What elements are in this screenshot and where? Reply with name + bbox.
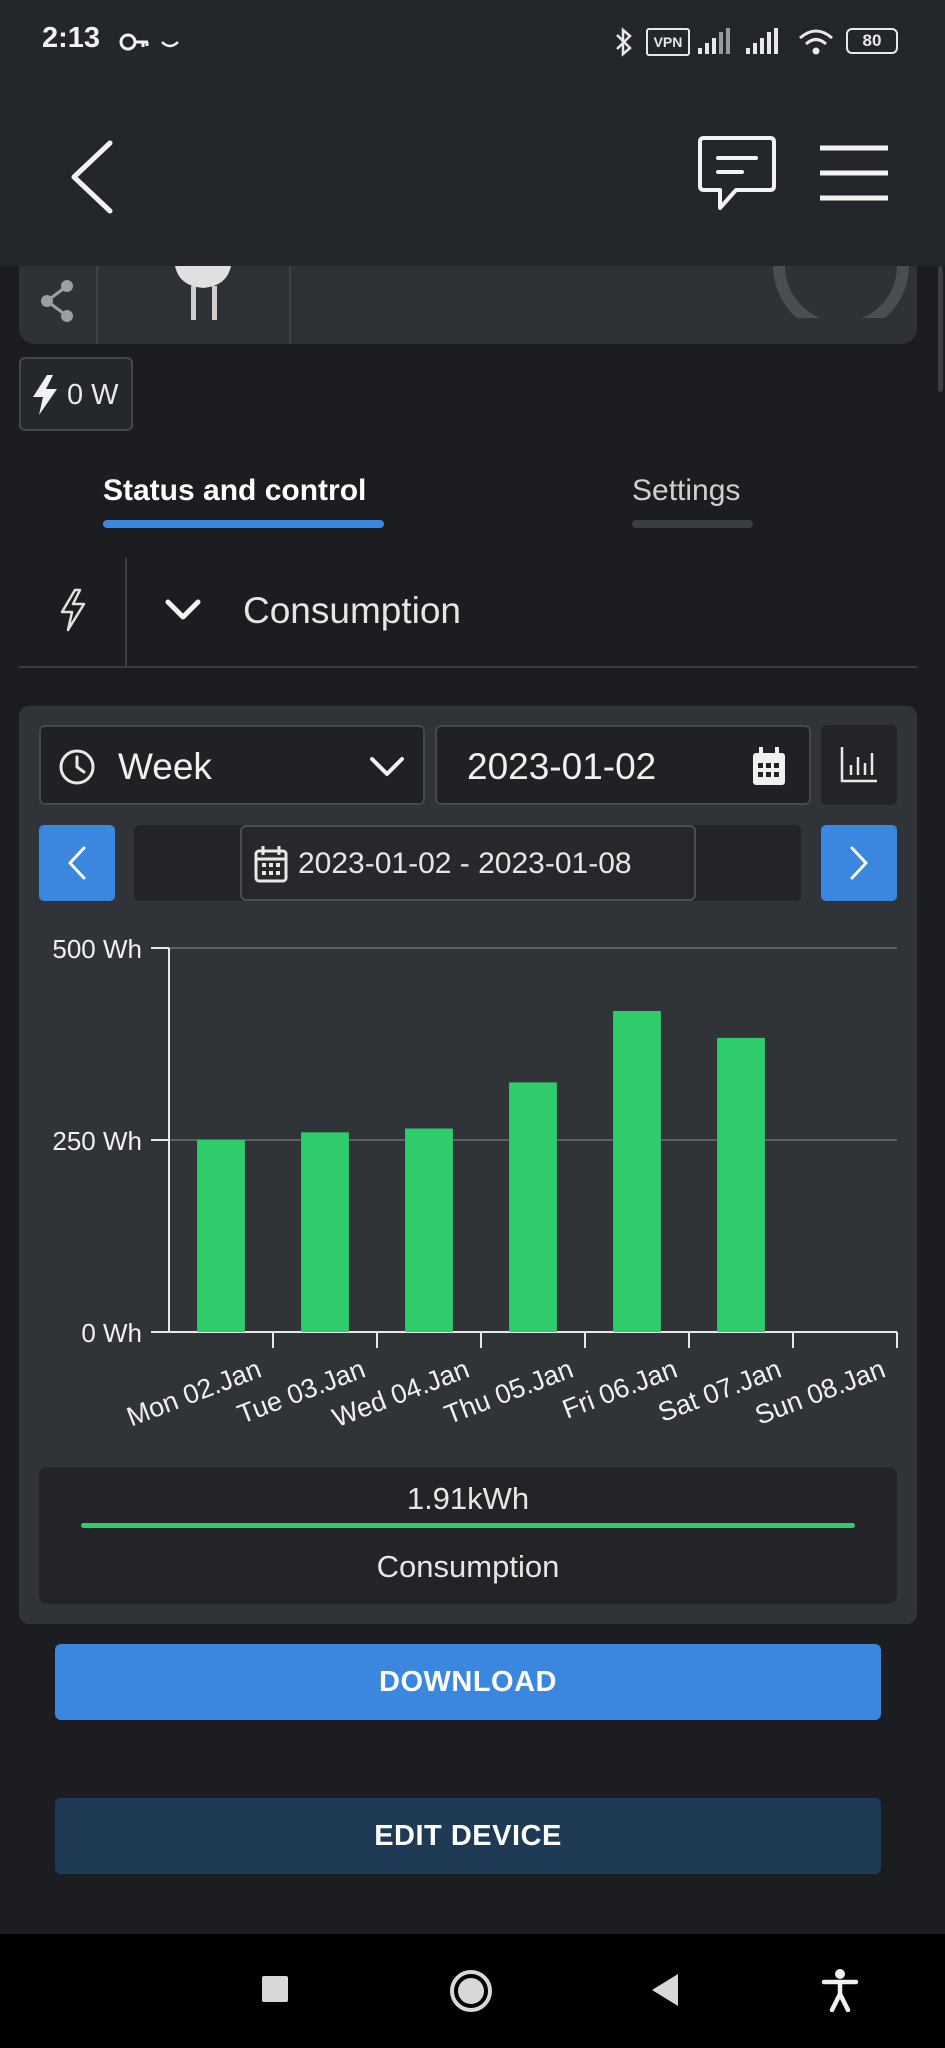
edit-device-button-label: EDIT DEVICE <box>374 1820 562 1852</box>
period-select[interactable]: Week <box>39 725 425 805</box>
summary-label: Consumption <box>376 1549 560 1584</box>
chart-bar <box>301 1132 349 1332</box>
power-toggle-button[interactable] <box>771 266 911 318</box>
recents-button[interactable] <box>262 1976 288 2002</box>
back-arrow-icon[interactable] <box>66 139 116 215</box>
range-value: 2023-01-02 - 2023-01-08 <box>298 847 632 880</box>
back-button[interactable] <box>648 1972 682 2008</box>
y-tick-label: 0 Wh <box>81 1318 142 1348</box>
bluetooth-icon <box>616 27 632 57</box>
app-bar <box>0 84 945 266</box>
bar-chart-icon <box>840 747 877 783</box>
tab-active-indicator <box>103 520 384 528</box>
legend-line <box>81 1523 855 1528</box>
status-bar: 2:13 VPN 80 <box>0 0 945 84</box>
accessibility-icon[interactable] <box>820 1968 860 2012</box>
chart-bar <box>509 1082 557 1332</box>
device-card <box>19 266 917 344</box>
chart-bar <box>717 1037 765 1332</box>
download-button-label: DOWNLOAD <box>379 1666 557 1698</box>
chart-bar <box>405 1128 453 1332</box>
summary-box: 1.91kWh Consumption <box>39 1467 897 1604</box>
power-badge: 0 W <box>19 357 133 431</box>
chevron-down-icon <box>370 757 404 776</box>
chart-bar <box>613 1010 661 1332</box>
y-tick-label: 500 Wh <box>52 934 142 964</box>
power-reading: 0 W <box>67 379 119 411</box>
period-value: Week <box>118 746 212 787</box>
calendar-icon[interactable] <box>751 747 787 787</box>
edit-device-button[interactable]: EDIT DEVICE <box>55 1798 881 1874</box>
y-tick-label: 250 Wh <box>52 1126 142 1156</box>
home-button[interactable] <box>448 1968 494 2014</box>
tab-settings[interactable]: Settings <box>632 474 741 507</box>
date-input[interactable]: 2023-01-02 <box>435 725 811 805</box>
share-icon[interactable] <box>37 278 77 324</box>
consumption-section-header[interactable]: Consumption <box>19 558 917 668</box>
section-title: Consumption <box>243 590 462 631</box>
total-consumption: 1.91kWh <box>406 1481 530 1516</box>
chevron-left-icon <box>68 846 86 880</box>
previous-range-button[interactable] <box>39 825 115 901</box>
chart-type-button[interactable] <box>821 725 897 805</box>
date-value: 2023-01-02 <box>467 746 657 787</box>
system-nav-bar <box>0 1934 945 2048</box>
tab-status-and-control[interactable]: Status and control <box>103 474 367 507</box>
vpn-icon: VPN <box>646 28 690 56</box>
chevron-down-icon[interactable] <box>165 598 201 622</box>
key-icon <box>119 33 179 51</box>
plug-image <box>175 266 231 320</box>
chart-bar <box>197 1140 245 1332</box>
calendar-icon <box>254 846 288 883</box>
tab-inactive-indicator <box>632 520 753 528</box>
clock-icon <box>59 749 95 785</box>
wifi-icon <box>799 29 833 55</box>
smile-icon <box>161 41 179 48</box>
range-display[interactable]: 2023-01-02 - 2023-01-08 <box>240 825 696 901</box>
battery-icon: 80 <box>846 28 898 54</box>
message-icon[interactable] <box>696 134 778 216</box>
next-range-button[interactable] <box>821 825 897 901</box>
menu-icon[interactable] <box>818 144 890 202</box>
lightning-icon <box>33 375 57 415</box>
signal-icon <box>698 28 778 54</box>
lightning-outline-icon <box>60 588 86 632</box>
scrollbar[interactable] <box>938 266 943 392</box>
status-time: 2:13 <box>42 22 101 54</box>
download-button[interactable]: DOWNLOAD <box>55 1644 881 1720</box>
chevron-right-icon <box>850 846 868 880</box>
